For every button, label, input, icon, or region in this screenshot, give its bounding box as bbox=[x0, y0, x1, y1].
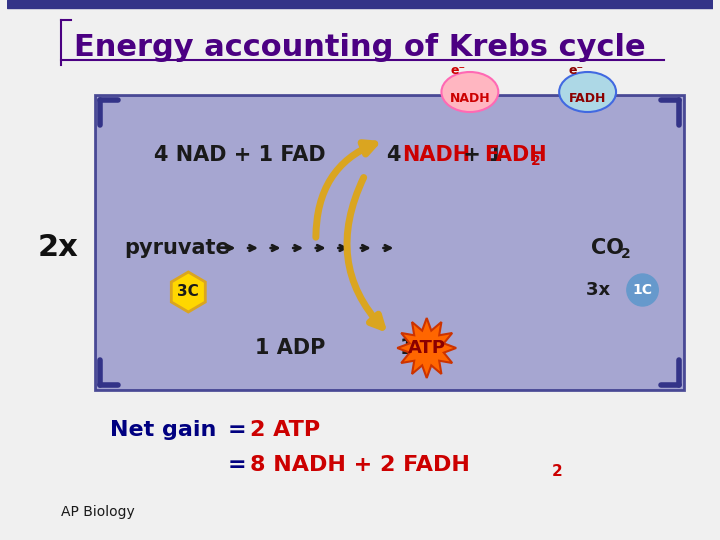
Text: NADH: NADH bbox=[402, 145, 470, 165]
Text: + 1: + 1 bbox=[456, 145, 510, 165]
Text: 8 NADH + 2 FADH: 8 NADH + 2 FADH bbox=[250, 455, 470, 475]
Text: 1: 1 bbox=[400, 338, 414, 358]
Text: 2: 2 bbox=[552, 463, 562, 478]
FancyBboxPatch shape bbox=[95, 95, 684, 390]
Text: 3C: 3C bbox=[177, 285, 199, 300]
Polygon shape bbox=[397, 318, 456, 378]
Text: pyruvate: pyruvate bbox=[125, 238, 230, 258]
Text: 2: 2 bbox=[531, 154, 541, 168]
Text: e⁻: e⁻ bbox=[451, 64, 466, 77]
FancyArrowPatch shape bbox=[347, 178, 382, 327]
Text: 2x: 2x bbox=[37, 233, 78, 262]
Text: 1C: 1C bbox=[633, 283, 652, 297]
FancyArrowPatch shape bbox=[316, 143, 374, 237]
Text: 2 ATP: 2 ATP bbox=[250, 420, 320, 440]
Text: 4: 4 bbox=[387, 145, 409, 165]
Text: =: = bbox=[228, 420, 246, 440]
Text: CO: CO bbox=[590, 238, 624, 258]
Text: FADH: FADH bbox=[485, 145, 547, 165]
Text: e⁻: e⁻ bbox=[568, 64, 583, 77]
Text: =: = bbox=[228, 455, 246, 475]
Ellipse shape bbox=[441, 72, 498, 112]
Text: FADH: FADH bbox=[569, 92, 606, 105]
Text: NADH: NADH bbox=[449, 92, 490, 105]
Bar bbox=[6, 0, 714, 8]
Text: AP Biology: AP Biology bbox=[60, 505, 135, 519]
Text: 3x: 3x bbox=[585, 281, 616, 299]
Text: Net gain: Net gain bbox=[110, 420, 216, 440]
Circle shape bbox=[627, 274, 658, 306]
Ellipse shape bbox=[559, 72, 616, 112]
Text: 1 ADP: 1 ADP bbox=[255, 338, 325, 358]
Text: Energy accounting of Krebs cycle: Energy accounting of Krebs cycle bbox=[74, 33, 646, 63]
Text: ATP: ATP bbox=[408, 339, 446, 357]
Text: 2: 2 bbox=[621, 247, 631, 261]
Text: 4 NAD + 1 FAD: 4 NAD + 1 FAD bbox=[154, 145, 325, 165]
